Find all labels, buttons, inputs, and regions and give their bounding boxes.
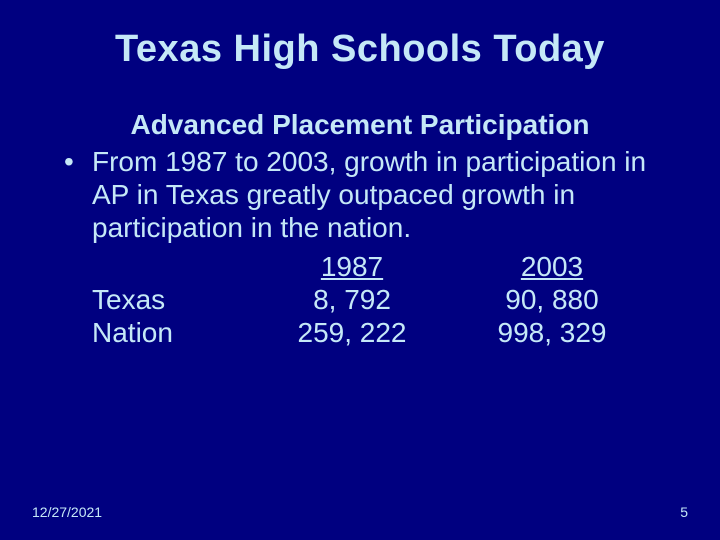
table-cell: 259, 222 xyxy=(252,316,452,349)
bullet-item: • From 1987 to 2003, growth in participa… xyxy=(60,145,660,244)
table-row: Texas 8, 792 90, 880 xyxy=(92,283,660,316)
slide: Texas High Schools Today Advanced Placem… xyxy=(0,0,720,540)
table-header-row: 1987 2003 xyxy=(92,250,660,283)
bullet-text: From 1987 to 2003, growth in participati… xyxy=(92,145,660,244)
table-row-label: Nation xyxy=(92,316,252,349)
table-cell: 90, 880 xyxy=(452,283,652,316)
table-cell: 998, 329 xyxy=(452,316,652,349)
data-table: 1987 2003 Texas 8, 792 90, 880 Nation 25… xyxy=(60,250,660,349)
table-header-year-2: 2003 xyxy=(452,250,652,283)
table-cell: 8, 792 xyxy=(252,283,452,316)
table-row-label: Texas xyxy=(92,283,252,316)
slide-subtitle: Advanced Placement Participation xyxy=(60,109,660,141)
slide-title: Texas High Schools Today xyxy=(60,28,660,71)
bullet-marker: • xyxy=(64,145,92,244)
table-row: Nation 259, 222 998, 329 xyxy=(92,316,660,349)
footer-page-number: 5 xyxy=(680,504,688,520)
table-header-year-1: 1987 xyxy=(252,250,452,283)
table-header-blank xyxy=(92,250,252,283)
footer-date: 12/27/2021 xyxy=(32,504,102,520)
